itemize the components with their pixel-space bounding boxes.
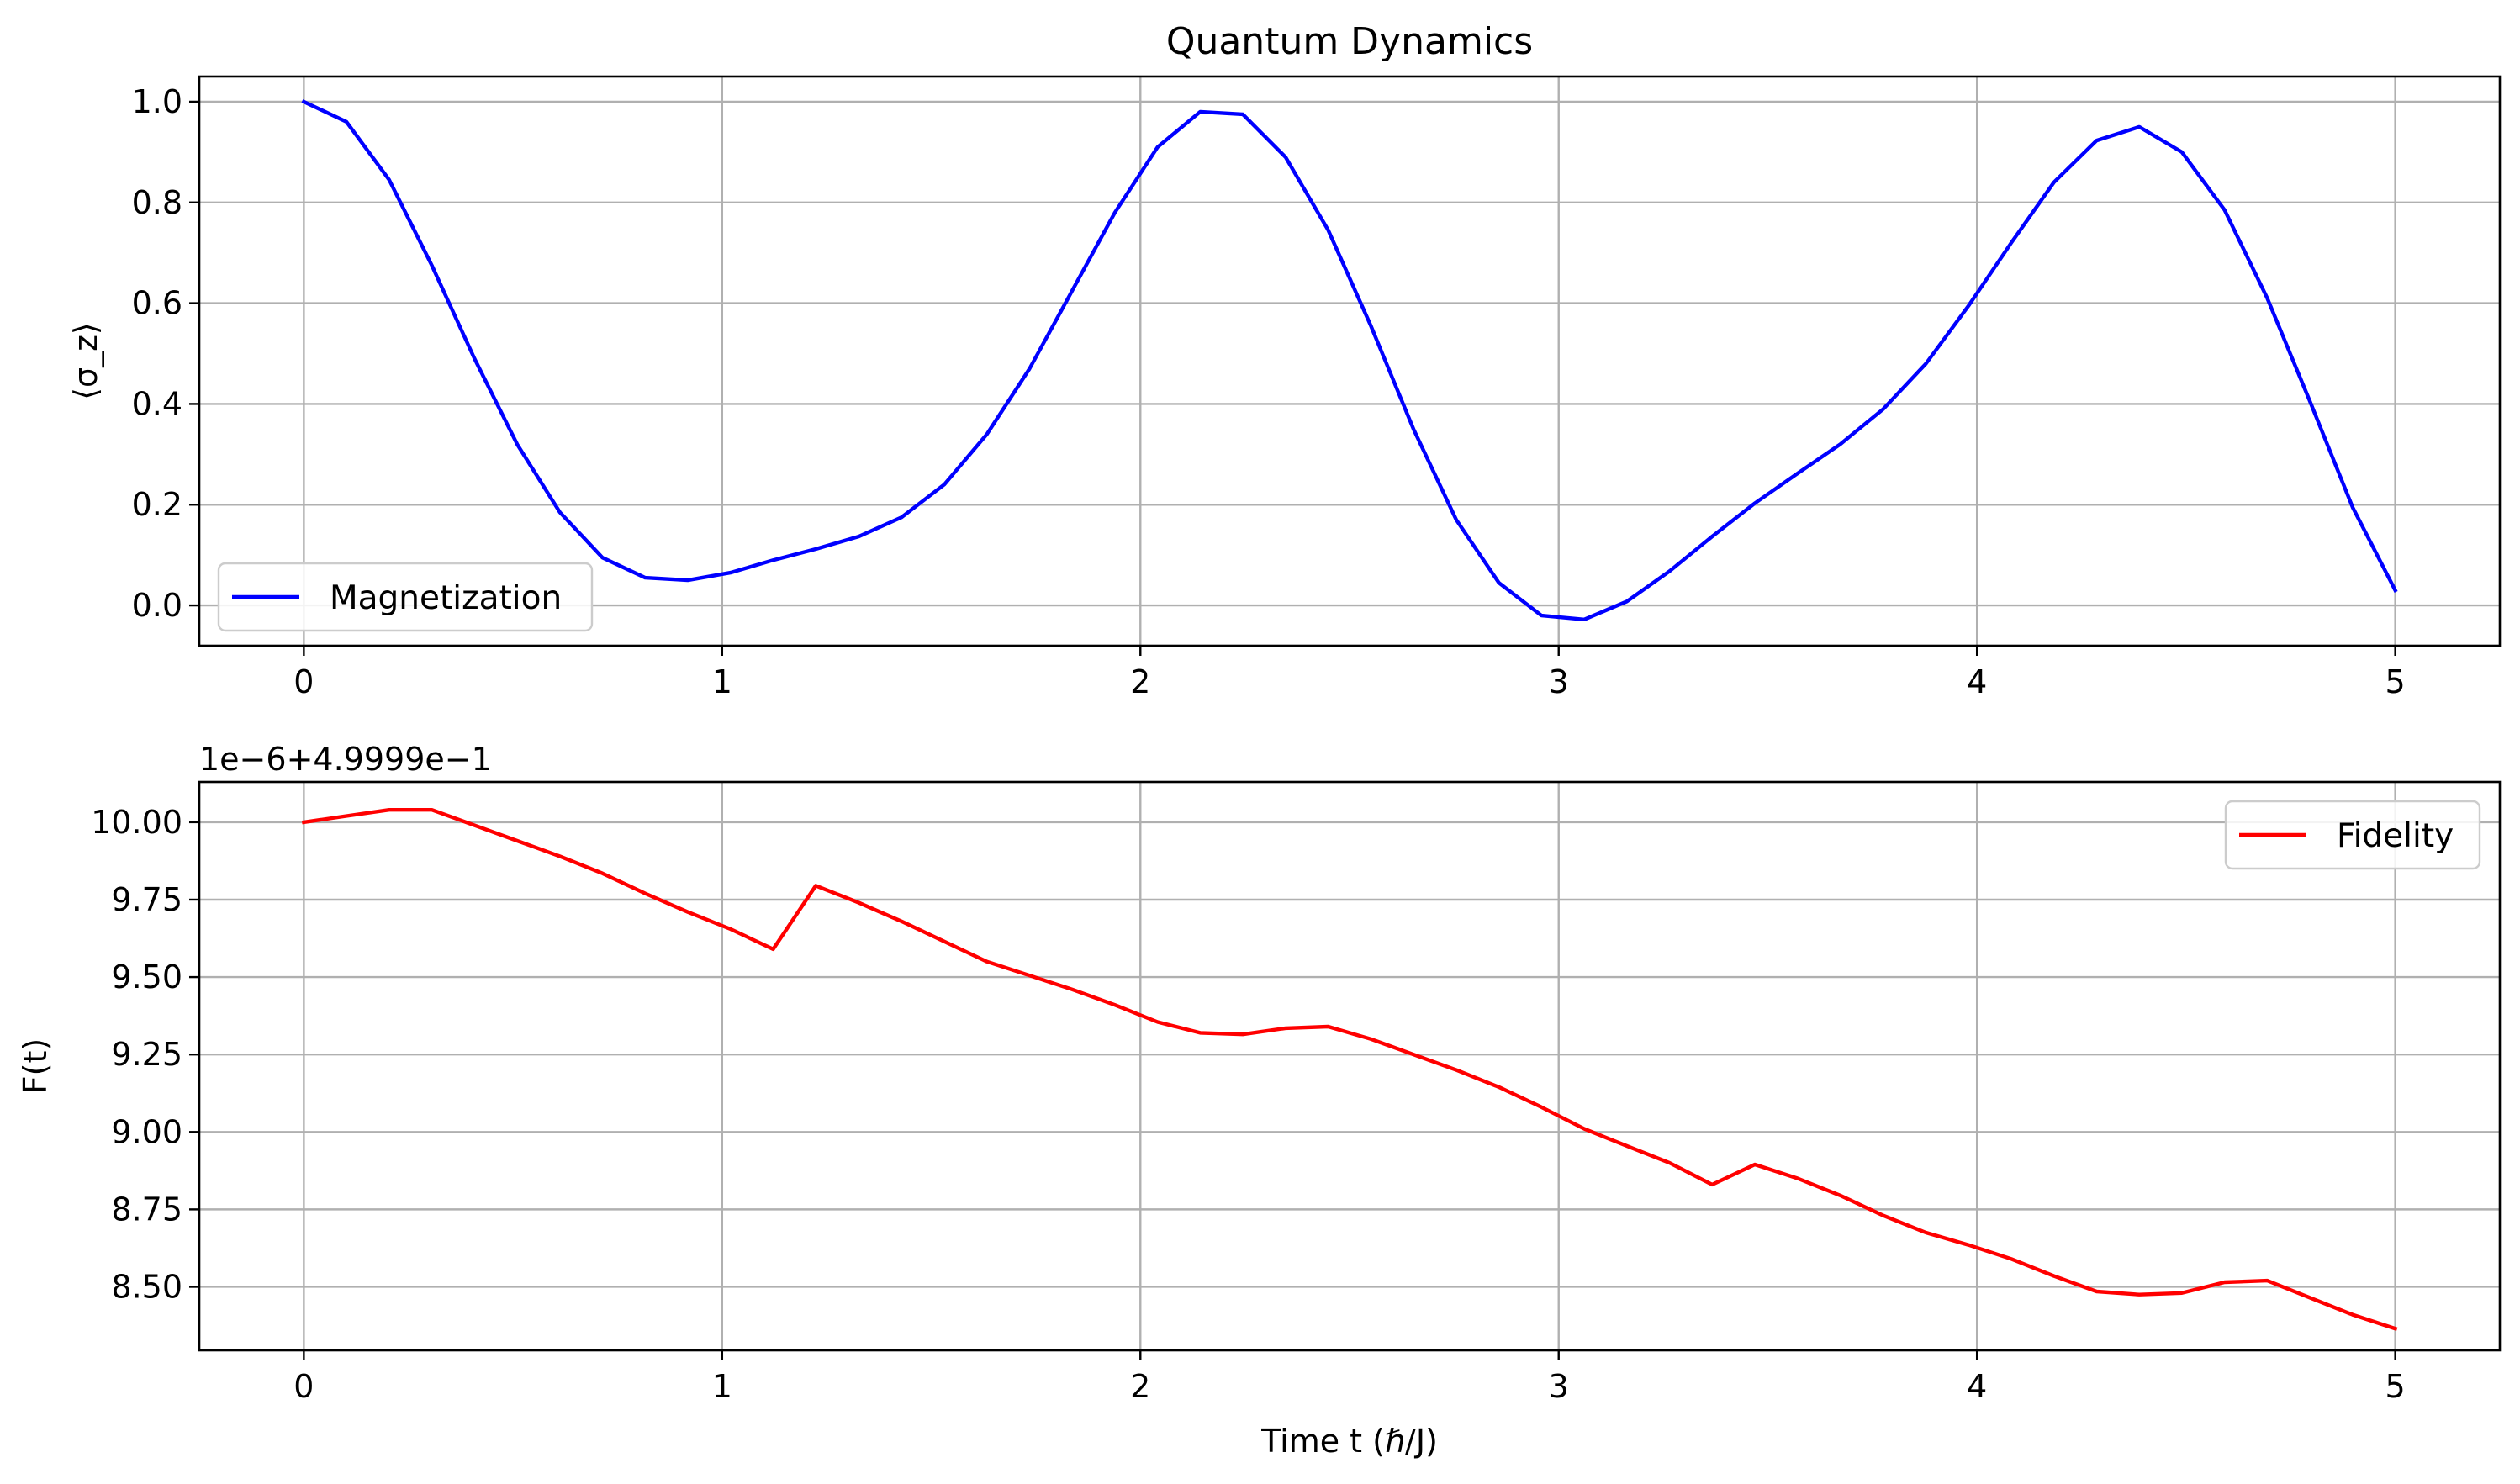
magnetization-line — [301, 99, 2398, 621]
y-tick-label: 0.2 — [132, 486, 182, 523]
y-tick-label: 8.50 — [111, 1268, 182, 1305]
fidelity-line — [301, 808, 2398, 1331]
x-tick-label: 5 — [2385, 663, 2406, 700]
x-tick-label: 4 — [1967, 663, 1987, 700]
legend-label-magnetization: Magnetization — [330, 579, 562, 617]
legend-label-fidelity: Fidelity — [2337, 817, 2454, 855]
y-tick-label: 8.75 — [111, 1191, 182, 1228]
magnetization-grid — [199, 77, 2500, 646]
y-tick-label: 1.0 — [132, 83, 182, 120]
y-tick-label: 9.50 — [111, 959, 182, 995]
y-tick-label: 10.00 — [91, 804, 182, 841]
y-tick-label: 0.0 — [132, 587, 182, 624]
x-tick-label: 3 — [1549, 663, 1569, 700]
magnetization-ylabel: ⟨σ_z⟩ — [67, 322, 104, 400]
legend-box — [2224, 800, 2481, 870]
fidelity-xlabel: Time t (ℏ/J) — [1260, 1423, 1438, 1460]
fidelity-ticks: 0 1 2 3 4 5 8.50 8.75 9.00 9.25 9.50 9.75 10.00 — [91, 804, 2406, 1405]
fidelity-axes-frame — [198, 780, 2502, 1352]
magnetization-ticks: 0 1 2 3 4 5 0.0 0.2 0.4 0.6 0.8 1.0 — [132, 83, 2406, 700]
x-tick-label: 0 — [293, 663, 314, 700]
fidelity-grid — [199, 782, 2500, 1350]
x-tick-label: 5 — [2385, 1368, 2406, 1405]
y-tick-label: 0.8 — [132, 184, 182, 221]
x-tick-label: 0 — [293, 1368, 314, 1405]
y-tick-label: 0.6 — [132, 285, 182, 322]
y-tick-label: 9.00 — [111, 1113, 182, 1150]
x-tick-label: 1 — [712, 663, 732, 700]
fidelity-offset-text: 1e−6+4.9999e−1 — [199, 741, 492, 778]
y-tick-label: 9.25 — [111, 1036, 182, 1073]
y-tick-label: 0.4 — [132, 385, 182, 422]
y-tick-label: 9.75 — [111, 881, 182, 918]
x-tick-label: 1 — [712, 1368, 732, 1405]
magnetization-legend: Magnetization — [217, 562, 594, 632]
magnetization-axes-frame — [198, 75, 2502, 647]
x-tick-label: 2 — [1130, 663, 1150, 700]
legend-box — [217, 562, 594, 632]
fidelity-panel: 0 1 2 3 4 5 8.50 8.75 9.00 9.25 9.50 9.75 10.00 F(t)… — [17, 741, 2502, 1460]
fidelity-ylabel: F(t) — [17, 1038, 54, 1094]
fidelity-legend: Fidelity — [2224, 800, 2481, 870]
chart-title: Quantum Dynamics — [1166, 20, 1533, 63]
x-tick-label: 3 — [1549, 1368, 1569, 1405]
x-tick-label: 2 — [1130, 1368, 1150, 1405]
x-tick-label: 4 — [1967, 1368, 1987, 1405]
magnetization-panel: Quantum Dynamics 0 1 2 3 4 5 0.0 0.2 0.4 0.6 0.8 1.… — [67, 20, 2502, 700]
